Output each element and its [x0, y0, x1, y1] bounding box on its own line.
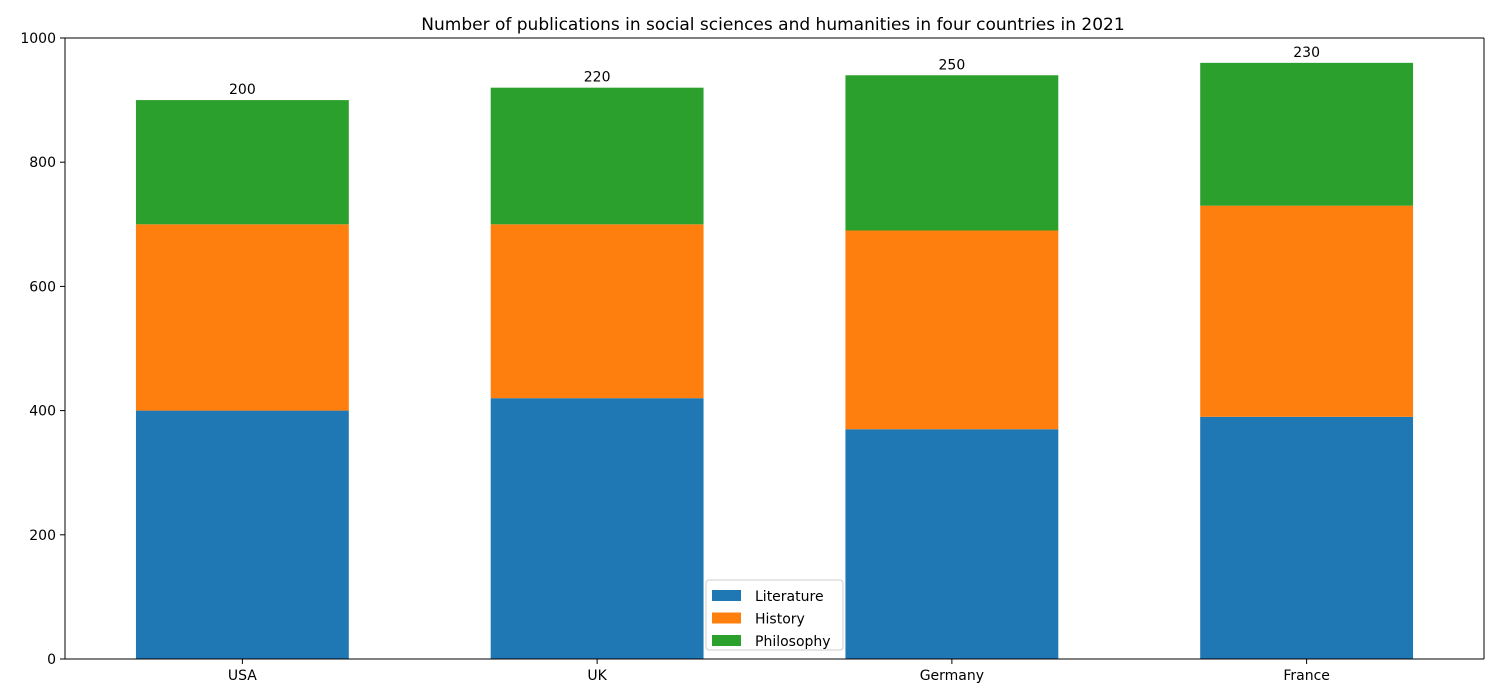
y-tick-label: 200: [29, 528, 56, 544]
data-label-philosophy-uk: 220: [584, 70, 611, 86]
legend-label-literature: Literature: [755, 589, 824, 605]
y-tick-label: 0: [47, 652, 56, 668]
bar-history-germany: [845, 230, 1059, 430]
bar-philosophy-germany: [845, 75, 1059, 231]
bar-philosophy-usa: [135, 100, 349, 225]
legend-swatch-philosophy: [712, 635, 741, 646]
legend: Literature History Philosophy: [705, 579, 844, 651]
plot-area: 4003002004202802203703202503903402300200…: [20, 31, 1485, 684]
data-label-philosophy-germany: 250: [939, 57, 966, 73]
data-label-philosophy-france: 230: [1293, 45, 1320, 61]
legend-swatch-history: [712, 612, 741, 624]
bar-history-uk: [490, 224, 704, 399]
x-tick-label-uk: UK: [587, 668, 607, 684]
bar-history-france: [1200, 205, 1414, 417]
bar-philosophy-uk: [490, 87, 704, 225]
bar-philosophy-france: [1200, 62, 1414, 206]
y-tick-label: 1000: [20, 31, 56, 47]
bar-literature-usa: [135, 410, 349, 659]
x-tick-label-france: France: [1283, 668, 1330, 684]
y-tick-label: 800: [29, 155, 56, 171]
y-tick-label: 600: [29, 279, 56, 295]
legend-swatch-literature: [712, 590, 741, 601]
chart-title: Number of publications in social science…: [421, 15, 1124, 35]
x-tick-label-usa: USA: [228, 668, 257, 684]
bar-literature-france: [1200, 416, 1414, 659]
bar-history-usa: [135, 224, 349, 411]
legend-label-history: History: [755, 612, 805, 628]
bar-literature-uk: [490, 398, 704, 659]
legend-label-philosophy: Philosophy: [755, 634, 831, 650]
x-tick-label-germany: Germany: [920, 668, 984, 684]
bar-literature-germany: [845, 429, 1059, 659]
y-tick-label: 400: [29, 404, 56, 420]
data-label-philosophy-usa: 200: [229, 82, 256, 98]
